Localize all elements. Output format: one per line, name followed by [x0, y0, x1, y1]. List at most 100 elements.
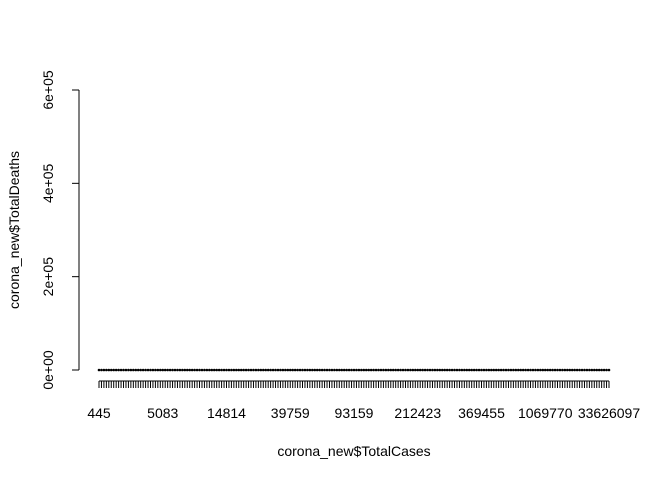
data-point [602, 368, 606, 372]
data-point [357, 368, 361, 372]
data-point [600, 368, 603, 372]
data-point [330, 368, 334, 372]
data-point [195, 368, 199, 372]
x-tick-label: 445 [87, 405, 111, 421]
x-tick-label: 33626097 [578, 405, 641, 421]
data-point [281, 368, 285, 372]
y-tick-label: 0e+00 [40, 350, 56, 390]
data-point [181, 368, 184, 372]
x-tick-label: 369455 [458, 405, 505, 421]
data-point [374, 368, 378, 372]
data-point [355, 368, 358, 372]
data-point [119, 368, 123, 372]
data-point [127, 368, 130, 372]
data-point [516, 368, 520, 372]
data-point [328, 368, 331, 372]
data-point [431, 368, 434, 372]
data-point [340, 368, 344, 372]
data-point [141, 368, 145, 372]
data-point [480, 368, 483, 372]
data-point [531, 368, 535, 372]
data-points [97, 368, 611, 372]
data-point [222, 368, 226, 372]
data-point [173, 368, 177, 372]
data-point [521, 368, 525, 372]
data-point [418, 368, 422, 372]
data-point [369, 368, 373, 372]
data-point [465, 368, 469, 372]
data-point [269, 368, 272, 372]
data-point [377, 368, 380, 372]
data-point [485, 368, 488, 372]
data-point [210, 368, 214, 372]
data-point [109, 368, 113, 372]
data-point [529, 368, 532, 372]
data-point [499, 368, 503, 372]
data-point [259, 368, 263, 372]
data-point [448, 368, 451, 372]
data-point [149, 368, 152, 372]
x-tick-label: 14814 [207, 405, 246, 421]
data-point [208, 368, 211, 372]
data-point [139, 368, 142, 372]
data-point [144, 368, 147, 372]
data-point [558, 368, 562, 372]
data-point [288, 368, 292, 372]
data-point [237, 368, 241, 372]
data-point [107, 368, 111, 372]
data-point [247, 368, 250, 372]
data-point [541, 368, 545, 372]
data-point [490, 368, 493, 372]
data-point [168, 368, 172, 372]
data-point [360, 368, 363, 372]
x-tick-label: 93159 [335, 405, 374, 421]
data-point [335, 368, 339, 372]
data-point [156, 368, 160, 372]
data-point [607, 368, 611, 372]
data-point [379, 368, 383, 372]
data-point [391, 368, 395, 372]
data-point [151, 368, 155, 372]
data-point [597, 368, 601, 372]
data-point [284, 368, 287, 372]
y-tick-label: 4e+05 [40, 163, 56, 203]
data-point [134, 368, 138, 372]
data-point [453, 368, 456, 372]
data-point [507, 368, 510, 372]
x-tick-labels: 445 5083 14814 39759 93159 212423 369455 106977… [87, 405, 640, 421]
data-point [146, 368, 150, 372]
data-point [573, 368, 576, 372]
data-point [509, 368, 513, 372]
data-point [546, 368, 550, 372]
data-point [122, 368, 125, 372]
data-point [585, 368, 589, 372]
data-point [217, 368, 221, 372]
data-point [590, 368, 594, 372]
data-point [198, 368, 201, 372]
data-point [472, 368, 476, 372]
x-tick-label: 212423 [394, 405, 441, 421]
data-point [176, 368, 179, 372]
data-point [553, 368, 557, 372]
data-point [362, 368, 366, 372]
x-tick-label: 1069770 [518, 405, 573, 421]
data-point [592, 368, 596, 372]
data-point [566, 368, 569, 372]
data-point [382, 368, 385, 372]
data-point [364, 368, 368, 372]
data-point [188, 368, 192, 372]
data-point [293, 368, 297, 372]
data-point [102, 368, 106, 372]
data-point [524, 368, 527, 372]
data-point [416, 368, 420, 372]
data-point [563, 368, 567, 372]
data-point [286, 368, 290, 372]
data-point [129, 368, 133, 372]
data-point [595, 368, 599, 372]
data-point [605, 368, 608, 372]
data-point [352, 368, 356, 372]
x-tick-label: 39759 [271, 405, 310, 421]
data-point [551, 368, 554, 372]
data-point [423, 368, 427, 372]
data-point [105, 368, 108, 372]
